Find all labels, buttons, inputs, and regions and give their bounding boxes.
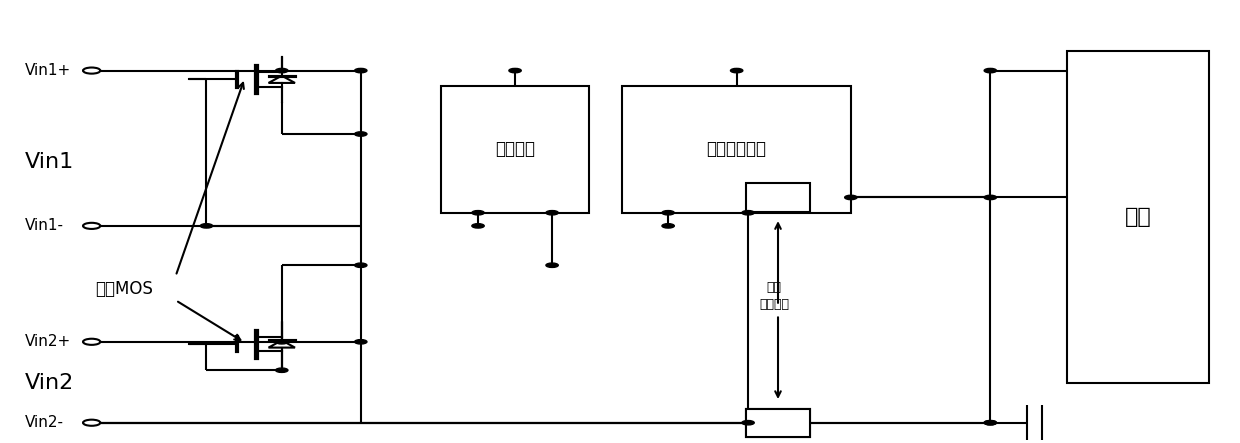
Text: Vin1: Vin1 [25, 152, 74, 172]
Circle shape [742, 210, 754, 215]
Text: 负载: 负载 [1125, 207, 1151, 227]
Circle shape [985, 420, 997, 425]
Circle shape [83, 420, 100, 426]
Text: 均流控制电路: 均流控制电路 [707, 140, 766, 158]
Circle shape [355, 68, 367, 73]
Text: 电流
采样电阻: 电流 采样电阻 [759, 281, 790, 311]
Circle shape [662, 210, 675, 215]
Circle shape [83, 223, 100, 229]
Bar [746, 408, 810, 437]
Circle shape [508, 68, 521, 73]
Text: Vin1+: Vin1+ [25, 63, 71, 78]
Text: Vin2+: Vin2+ [25, 334, 71, 349]
Circle shape [844, 195, 857, 200]
Circle shape [83, 67, 100, 74]
Circle shape [472, 210, 484, 215]
Circle shape [355, 340, 367, 344]
Circle shape [985, 195, 997, 200]
Circle shape [546, 263, 558, 268]
Circle shape [985, 420, 997, 425]
Circle shape [546, 210, 558, 215]
Bar [746, 408, 810, 437]
Circle shape [275, 340, 288, 344]
Circle shape [742, 420, 754, 425]
Circle shape [201, 224, 212, 228]
Circle shape [730, 68, 743, 73]
Circle shape [985, 68, 997, 73]
Polygon shape [269, 340, 295, 348]
Bar [441, 86, 589, 213]
Text: Vin2-: Vin2- [25, 415, 64, 430]
Circle shape [472, 224, 484, 228]
Text: 均流MOS: 均流MOS [95, 280, 154, 298]
Circle shape [355, 263, 367, 268]
Circle shape [275, 68, 288, 73]
Circle shape [275, 368, 288, 373]
Circle shape [83, 339, 100, 345]
Bar [1066, 51, 1209, 383]
Text: Vin1-: Vin1- [25, 218, 64, 233]
Text: 开关电源: 开关电源 [495, 140, 536, 158]
Circle shape [662, 224, 675, 228]
Bar [622, 86, 851, 213]
Polygon shape [269, 76, 295, 83]
Text: Vin2: Vin2 [25, 373, 74, 393]
Circle shape [355, 132, 367, 136]
Bar [746, 183, 810, 212]
